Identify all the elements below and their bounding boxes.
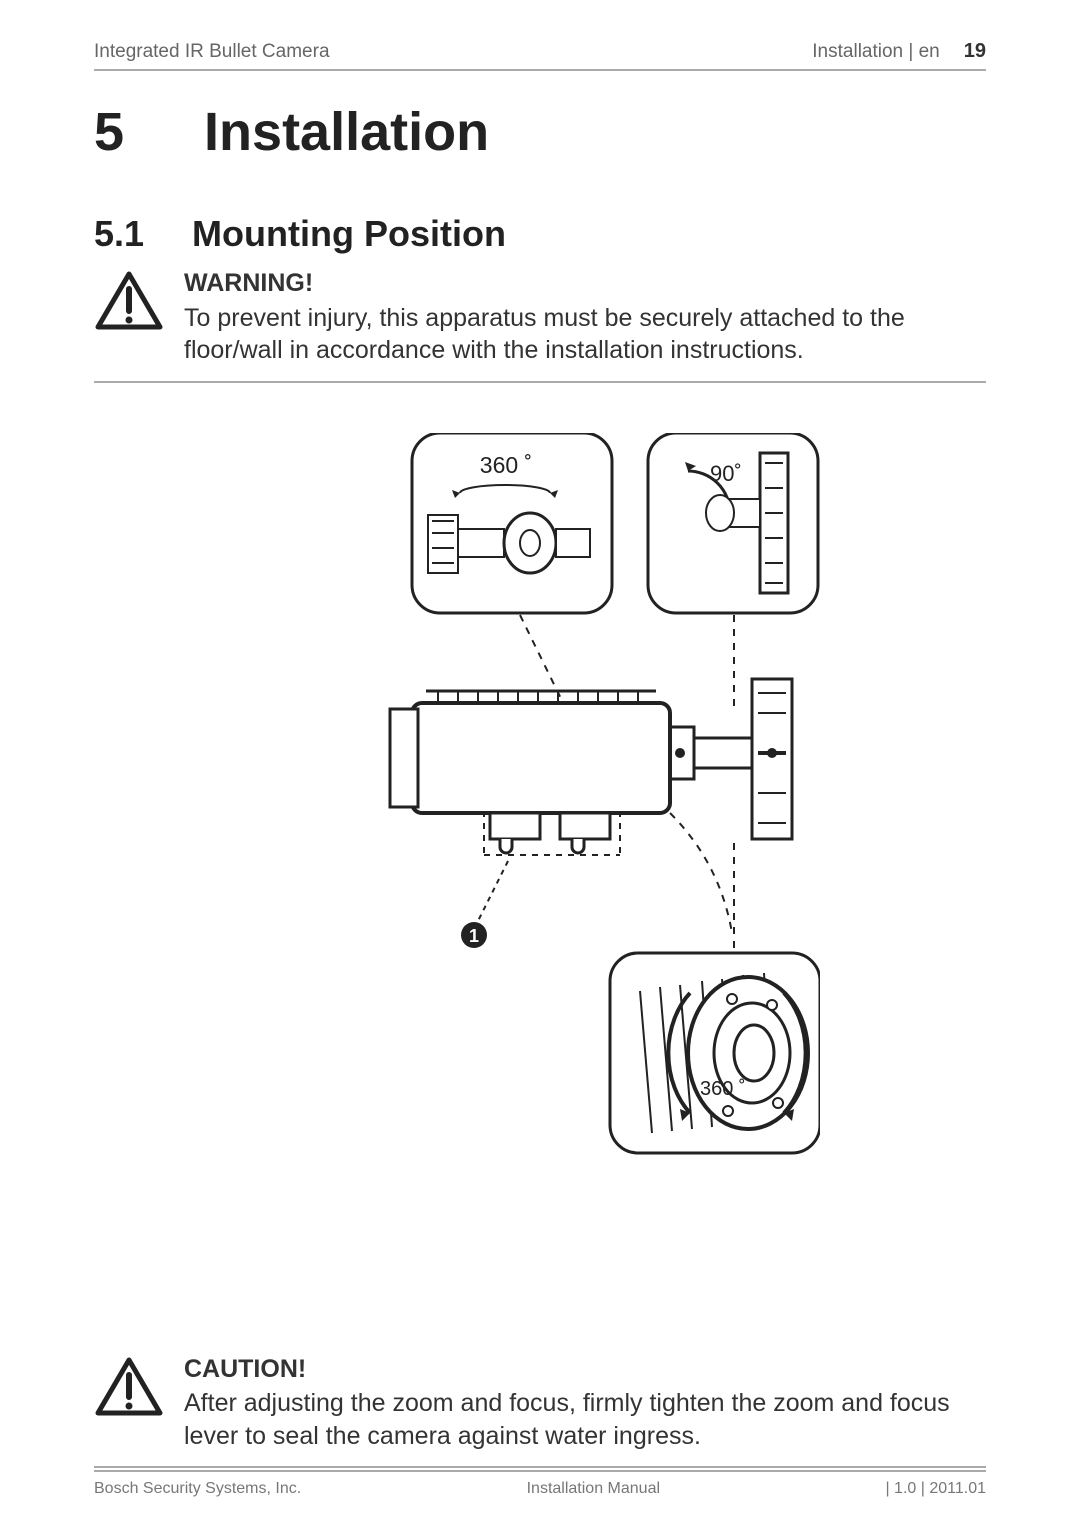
caution-heading: CAUTION! bbox=[184, 1353, 986, 1386]
footer-left: Bosch Security Systems, Inc. bbox=[94, 1480, 301, 1498]
page-header: Integrated IR Bullet Camera Installation… bbox=[94, 40, 986, 71]
page-number: 19 bbox=[964, 40, 986, 63]
section-title: Mounting Position bbox=[192, 213, 506, 255]
warning-body: WARNING! To prevent injury, this apparat… bbox=[184, 267, 986, 367]
section-ref: Installation | en bbox=[812, 41, 939, 63]
doc-title: Integrated IR Bullet Camera bbox=[94, 41, 330, 63]
page-footer: Bosch Security Systems, Inc. Installatio… bbox=[94, 1470, 986, 1498]
section-number: 5.1 bbox=[94, 213, 144, 255]
chapter-number: 5 bbox=[94, 101, 124, 163]
section-heading: 5.1 Mounting Position bbox=[94, 213, 986, 255]
caution-callout: CAUTION! After adjusting the zoom and fo… bbox=[94, 1353, 986, 1469]
header-right: Installation | en 19 bbox=[812, 40, 986, 63]
caution-body: CAUTION! After adjusting the zoom and fo… bbox=[184, 1353, 986, 1453]
footer-center: Installation Manual bbox=[527, 1480, 660, 1498]
footer-right: | 1.0 | 2011.01 bbox=[885, 1480, 986, 1498]
label-360a: 360 ˚ bbox=[480, 452, 532, 478]
warning-heading: WARNING! bbox=[184, 267, 986, 300]
label-360c: 360 ˚ bbox=[700, 1078, 746, 1100]
chapter-heading: 5 Installation bbox=[94, 101, 986, 163]
mounting-diagram: 360 ˚ 90˚ bbox=[94, 433, 986, 1183]
caution-triangle-icon bbox=[94, 1353, 164, 1453]
chapter-title: Installation bbox=[204, 101, 489, 163]
warning-text: To prevent injury, this apparatus must b… bbox=[184, 302, 986, 367]
callout-1-num: 1 bbox=[469, 926, 479, 946]
warning-triangle-icon bbox=[94, 267, 164, 367]
caution-text: After adjusting the zoom and focus, firm… bbox=[184, 1387, 986, 1452]
warning-callout: WARNING! To prevent injury, this apparat… bbox=[94, 267, 986, 383]
page-content: Integrated IR Bullet Camera Installation… bbox=[0, 0, 1080, 1528]
